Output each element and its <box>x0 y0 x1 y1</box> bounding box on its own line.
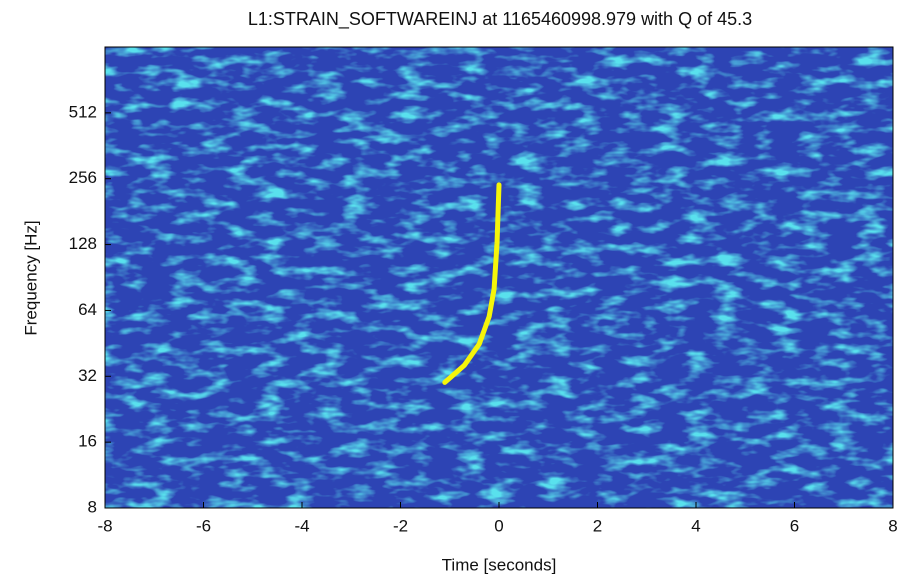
x-tick-label: -4 <box>294 516 309 535</box>
y-tick-label: 128 <box>69 234 97 253</box>
y-tick-label: 16 <box>78 432 97 451</box>
plot-area <box>105 47 893 508</box>
x-tick-label: 2 <box>593 516 602 535</box>
y-tick-label: 512 <box>69 102 97 121</box>
y-tick-label: 64 <box>78 300 97 319</box>
x-tick-label: 0 <box>494 516 503 535</box>
x-tick-label: -6 <box>196 516 211 535</box>
x-tick-label: -2 <box>393 516 408 535</box>
x-tick-label: -8 <box>97 516 112 535</box>
x-tick-label: 8 <box>888 516 897 535</box>
spectrogram-texture <box>105 47 893 508</box>
signal-track <box>442 182 502 385</box>
x-tick-label: 6 <box>790 516 799 535</box>
y-tick-label: 32 <box>78 366 97 385</box>
y-tick-label: 256 <box>69 168 97 187</box>
x-axis-label: Time [seconds] <box>442 555 557 574</box>
chart-title: L1:STRAIN_SOFTWAREINJ at 1165460998.979 … <box>248 9 752 30</box>
y-tick-label: 8 <box>88 497 97 516</box>
x-tick-label: 4 <box>691 516 700 535</box>
y-axis-label: Frequency [Hz] <box>21 220 40 335</box>
